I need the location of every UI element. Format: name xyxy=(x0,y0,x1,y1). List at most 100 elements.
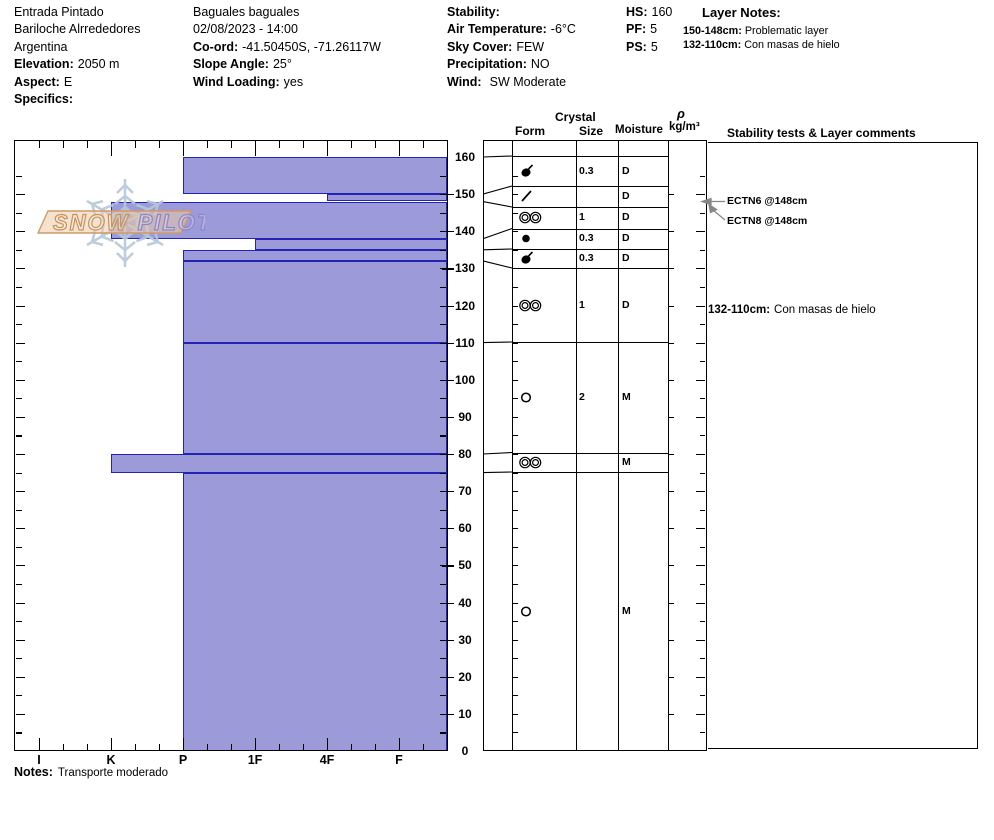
crystal-form-symbol xyxy=(518,454,544,471)
crystal-form-symbol xyxy=(518,209,544,226)
specifics-line: Specifics: xyxy=(14,92,74,107)
hardness-bar xyxy=(327,194,447,202)
depth-tick-left xyxy=(15,583,22,586)
depth-tick-form-column xyxy=(513,324,518,326)
hardness-tick-bottom xyxy=(327,738,329,751)
depth-tick-left xyxy=(15,379,25,381)
depth-tick-left xyxy=(15,286,22,289)
moisture-value: M xyxy=(622,390,631,403)
depth-tick-left xyxy=(15,324,22,326)
table-top-border xyxy=(483,140,707,142)
depth-tick-left xyxy=(15,231,25,233)
table-column-line xyxy=(618,140,620,751)
depth-axis-label: 70 xyxy=(458,484,472,499)
depth-tick-density-right xyxy=(696,528,705,530)
hardness-tick-bottom xyxy=(375,744,377,751)
profile-chart-frame xyxy=(14,140,448,751)
depth-tick-form-column xyxy=(513,639,518,641)
depth-tick-left xyxy=(15,621,22,623)
depth-tick-density-left xyxy=(669,676,674,678)
depth-axis-label: 0 xyxy=(461,744,469,758)
moisture-header: Moisture xyxy=(615,124,663,136)
hardness-tick-bottom xyxy=(399,738,401,751)
table-column-line xyxy=(512,140,514,751)
depth-tick-form-column xyxy=(513,268,518,270)
depth-tick-right-inner xyxy=(440,658,446,660)
hardness-tick-bottom xyxy=(111,738,113,751)
depth-tick-right-inner xyxy=(440,695,446,697)
depth-tick-density-right xyxy=(700,361,705,363)
depth-tick-left xyxy=(15,435,22,437)
depth-tick-density-left xyxy=(669,342,674,344)
depth-tick-density-left xyxy=(669,231,674,233)
moisture-value: D xyxy=(622,298,630,311)
hardness-tick-top xyxy=(207,141,209,148)
depth-tick-right-inner xyxy=(440,249,446,251)
depth-axis-label: 100 xyxy=(454,372,476,387)
depth-tick-left xyxy=(15,361,22,363)
hardness-tick-top xyxy=(351,141,353,148)
depth-tick-form-column xyxy=(513,249,518,251)
size-header: Size xyxy=(579,124,604,138)
depth-tick-right-inner xyxy=(440,472,446,474)
depth-tick-density-right xyxy=(696,379,705,381)
datetime: 02/08/2023 - 14:00 xyxy=(193,22,298,37)
hardness-tick-top xyxy=(159,141,161,148)
depth-tick-density-left xyxy=(669,416,674,418)
table-column-line xyxy=(706,140,708,751)
precipitation-line: Precipitation: NO xyxy=(447,57,550,72)
depth-tick-right-inner xyxy=(440,398,446,400)
depth-tick-left xyxy=(15,472,22,474)
ps-line: PS: 5 xyxy=(626,39,658,54)
depth-axis-label: 150 xyxy=(454,187,476,202)
header-weather: Stability: Air Temperature: -6°C Sky Cove… xyxy=(447,4,576,91)
depth-tick-form-column xyxy=(513,472,518,474)
table-row-line xyxy=(512,156,668,158)
snowpilot-logo-text: SNOW PILOT xyxy=(53,210,205,235)
stability-test-result: ECTN6 @148cm xyxy=(727,195,808,207)
country-name: Argentina xyxy=(14,39,68,54)
hardness-tick-top xyxy=(303,141,305,148)
depth-tick-left xyxy=(15,194,25,196)
stability-test-arrows xyxy=(699,197,726,221)
comments-box-top-border xyxy=(708,142,978,144)
hardness-tick-top xyxy=(255,141,257,156)
depth-tick-density-right xyxy=(700,175,705,177)
air-temp-line: Air Temperature: -6°C xyxy=(447,22,576,37)
depth-tick-density-right xyxy=(700,621,705,623)
table-row-line xyxy=(512,342,668,344)
table-row-line xyxy=(512,186,668,188)
depth-tick-right-inner xyxy=(440,621,446,623)
crystal-form-symbol xyxy=(518,250,544,267)
depth-tick-density-left xyxy=(669,454,674,455)
depth-tick-density-left xyxy=(669,379,674,381)
crystal-size-value: 1 xyxy=(579,298,585,311)
table-column-line xyxy=(576,140,578,751)
depth-tick-form-column xyxy=(513,602,518,604)
depth-tick-density-right xyxy=(696,454,705,455)
depth-axis-label: 80 xyxy=(458,447,472,461)
wind-line: Wind: SW Moderate xyxy=(447,74,567,89)
depth-tick-form-column xyxy=(513,231,518,233)
table-column-line xyxy=(483,140,485,751)
depth-axis-label: 10 xyxy=(458,706,472,721)
depth-tick-form-column xyxy=(513,305,518,307)
arrow-left-icon xyxy=(699,197,712,206)
depth-tick-right-outer xyxy=(442,565,454,567)
table-row-line xyxy=(512,207,668,209)
hardness-tick-top xyxy=(423,141,425,148)
depth-tick-form-column xyxy=(513,416,518,418)
aspect-line: Aspect: E xyxy=(14,74,73,89)
hardness-tick-bottom xyxy=(183,738,185,751)
crystal-size-value: 2 xyxy=(579,390,585,403)
depth-tick-density-right xyxy=(700,546,705,548)
depth-tick-density-right xyxy=(696,565,705,567)
depth-tick-density-right xyxy=(696,491,705,493)
depth-tick-density-right xyxy=(696,305,705,307)
coord-line: Co-ord: -41.50450S, -71.26117W xyxy=(193,39,381,54)
moisture-value: M xyxy=(622,455,631,468)
depth-tick-density-right xyxy=(700,212,705,214)
depth-tick-density-right xyxy=(696,602,705,604)
hardness-bar xyxy=(183,342,447,454)
